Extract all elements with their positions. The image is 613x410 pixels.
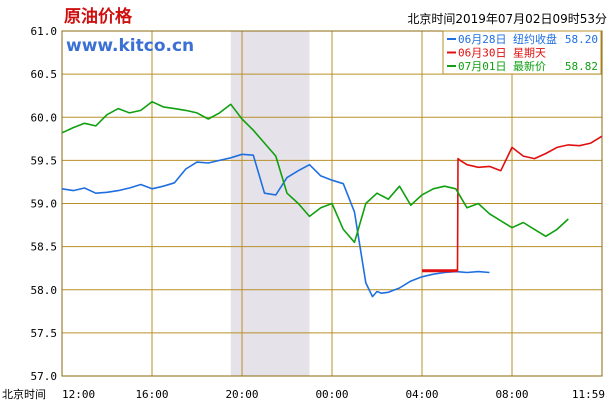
legend-label: 星期天 <box>513 47 546 60</box>
series-line-green <box>61 100 569 244</box>
y-tick-label: 60.5 <box>31 68 58 81</box>
legend-date: 06月28日 <box>458 33 507 46</box>
brand-watermark: www.kitco.cn <box>66 36 194 56</box>
x-tick-label: 11:59 <box>572 388 605 401</box>
legend-date: 06月30日 <box>458 47 507 60</box>
legend-label: 纽约收盘 <box>513 32 557 46</box>
legend-box <box>442 30 602 75</box>
y-tick-label: 58.5 <box>31 241 58 254</box>
series-line-red <box>422 135 603 272</box>
x-tick-label: 20:00 <box>225 388 258 401</box>
y-tick-label: 61.0 <box>31 25 58 38</box>
price-series <box>61 100 603 298</box>
legend-label: 最新价 <box>513 59 546 73</box>
y-tick-label: 59.0 <box>31 198 58 211</box>
x-axis-ticks: 12:00 16:00 20:00 00:00 04:00 08:00 11:59 <box>62 388 605 401</box>
series-line-blue <box>61 153 490 298</box>
y-tick-label: 57.5 <box>31 327 58 340</box>
timestamp: 北京时间2019年07月02日09时53分 <box>407 12 607 26</box>
x-tick-label: 16:00 <box>135 388 168 401</box>
legend: 06月28日 纽约收盘 58.20 06月30日 星期天 07月01日 最新价 58.82 <box>442 30 602 75</box>
y-tick-label: 58.0 <box>31 284 58 297</box>
x-tick-label: 12:00 <box>62 388 95 401</box>
x-tick-label: 00:00 <box>315 388 348 401</box>
legend-date: 07月01日 <box>458 60 507 73</box>
y-tick-label: 60.0 <box>31 111 58 124</box>
legend-value: 58.82 <box>565 60 598 73</box>
y-tick-label: 59.5 <box>31 154 58 167</box>
chart-title: 原油价格 <box>64 7 132 27</box>
x-axis-label: 北京时间 <box>2 387 46 401</box>
plot-border <box>61 30 603 377</box>
x-tick-label: 04:00 <box>405 388 438 401</box>
legend-value: 58.20 <box>565 33 598 46</box>
x-tick-label: 08:00 <box>495 388 528 401</box>
y-axis-ticks: 61.0 60.5 60.0 59.5 59.0 58.5 58.0 57.5 57.0 <box>31 25 58 383</box>
y-tick-label: 57.0 <box>31 370 58 383</box>
